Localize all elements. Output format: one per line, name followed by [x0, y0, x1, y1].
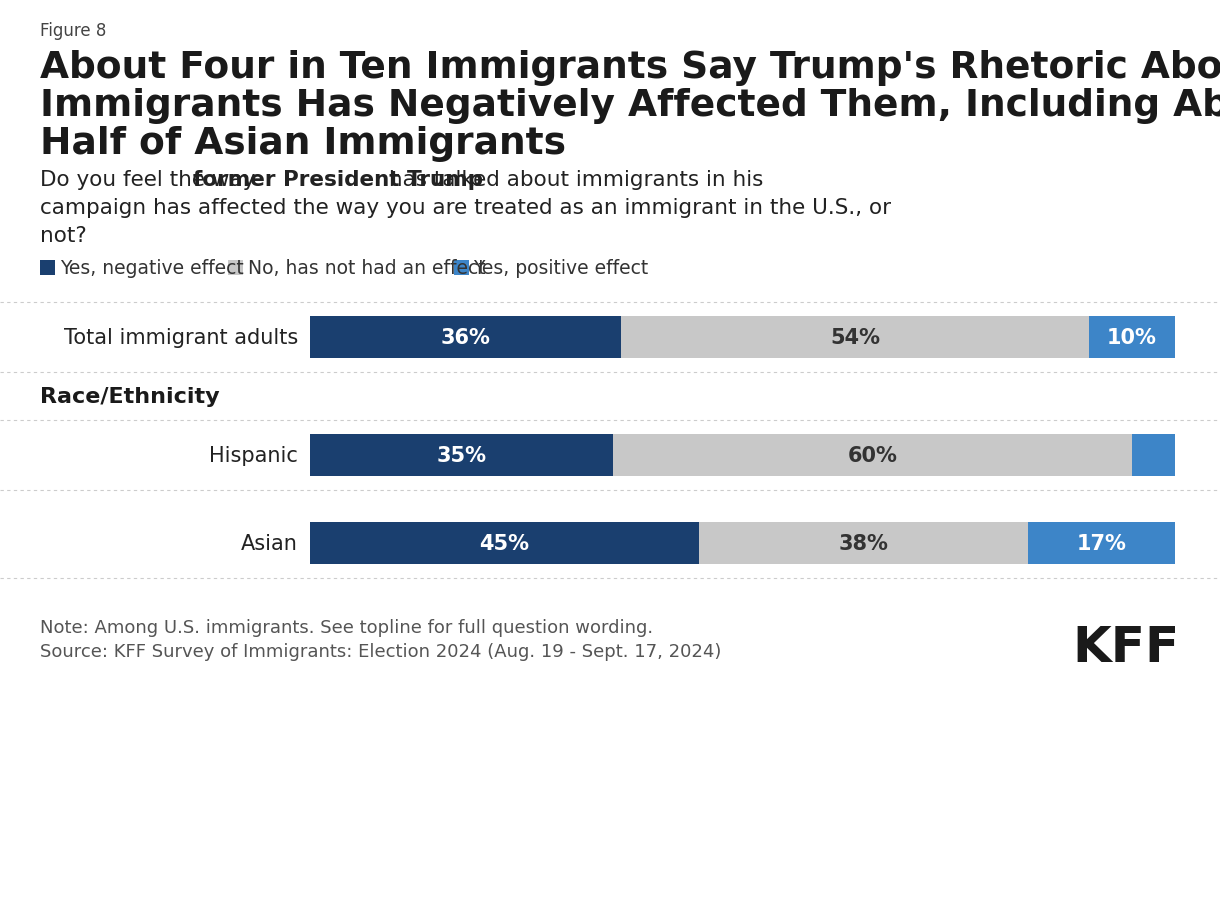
- Text: Half of Asian Immigrants: Half of Asian Immigrants: [40, 126, 566, 162]
- Bar: [310, 435, 612, 476]
- Text: About Four in Ten Immigrants Say Trump's Rhetoric About: About Four in Ten Immigrants Say Trump's…: [40, 50, 1220, 86]
- Bar: [1132, 435, 1175, 476]
- Bar: [1028, 522, 1175, 565]
- Text: 10%: 10%: [1107, 328, 1157, 348]
- Text: Yes, negative effect: Yes, negative effect: [60, 258, 244, 277]
- Text: Hispanic: Hispanic: [209, 445, 298, 466]
- Bar: [1088, 317, 1175, 359]
- Text: Note: Among U.S. immigrants. See topline for full question wording.: Note: Among U.S. immigrants. See topline…: [40, 619, 653, 636]
- Text: 17%: 17%: [1076, 534, 1126, 553]
- Text: 38%: 38%: [838, 534, 888, 553]
- Text: 60%: 60%: [848, 445, 897, 466]
- Text: 45%: 45%: [479, 534, 529, 553]
- Bar: [454, 261, 468, 275]
- Text: 54%: 54%: [830, 328, 880, 348]
- Bar: [699, 522, 1028, 565]
- Bar: [310, 317, 621, 359]
- Text: 35%: 35%: [437, 445, 487, 466]
- Bar: [621, 317, 1088, 359]
- Bar: [40, 261, 55, 275]
- Text: Yes, positive effect: Yes, positive effect: [473, 258, 649, 277]
- Text: Figure 8: Figure 8: [40, 22, 106, 40]
- Text: has talked about immigrants in his: has talked about immigrants in his: [382, 169, 764, 189]
- Bar: [310, 522, 699, 565]
- Text: Asian: Asian: [242, 534, 298, 553]
- Bar: [612, 435, 1132, 476]
- Text: campaign has affected the way you are treated as an immigrant in the U.S., or: campaign has affected the way you are tr…: [40, 198, 891, 218]
- Text: not?: not?: [40, 226, 87, 246]
- Text: former President Trump: former President Trump: [193, 169, 483, 189]
- Text: KFF: KFF: [1072, 623, 1180, 671]
- Text: Do you feel the way: Do you feel the way: [40, 169, 262, 189]
- Text: Total immigrant adults: Total immigrant adults: [63, 328, 298, 348]
- Text: 36%: 36%: [440, 328, 490, 348]
- Bar: [228, 261, 243, 275]
- Text: No, has not had an effect: No, has not had an effect: [248, 258, 486, 277]
- Text: Race/Ethnicity: Race/Ethnicity: [40, 386, 220, 406]
- Text: Source: KFF Survey of Immigrants: Election 2024 (Aug. 19 - Sept. 17, 2024): Source: KFF Survey of Immigrants: Electi…: [40, 642, 721, 660]
- Text: Immigrants Has Negatively Affected Them, Including About: Immigrants Has Negatively Affected Them,…: [40, 87, 1220, 124]
